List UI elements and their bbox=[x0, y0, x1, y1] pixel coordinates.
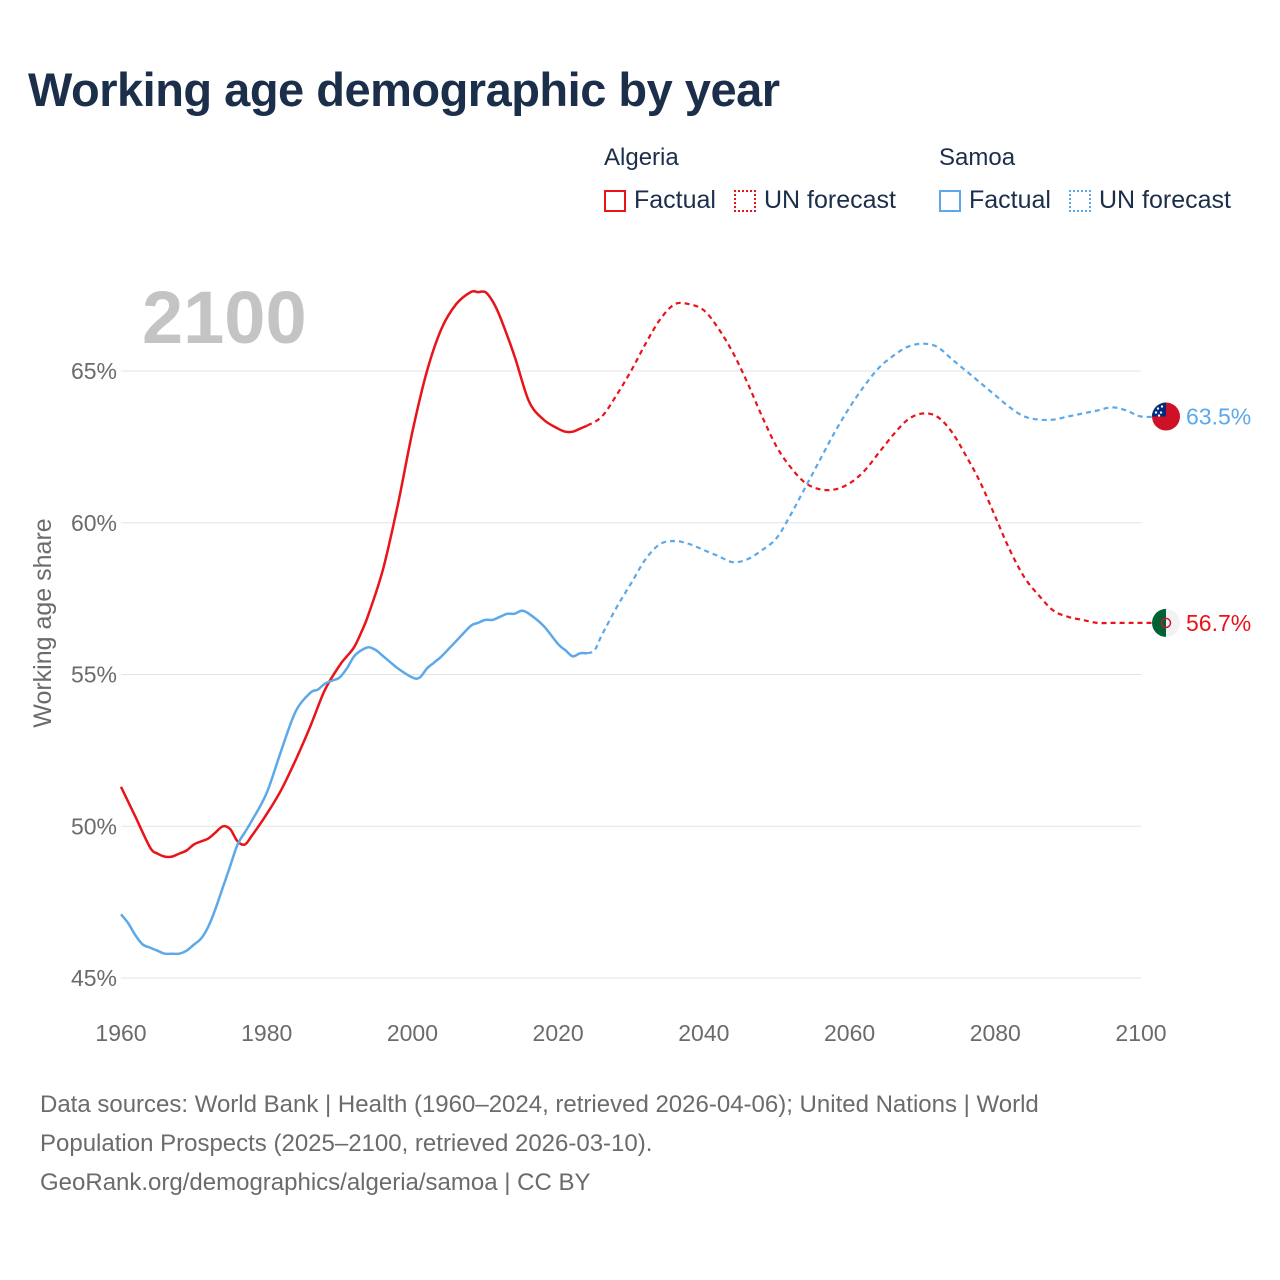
x-tick-label-1960: 1960 bbox=[95, 1020, 146, 1046]
y-axis-ticks: 45% 50% 55% 60% 65% bbox=[71, 358, 117, 991]
legend-item-samoa-forecast[interactable]: UN forecast bbox=[1068, 186, 1231, 215]
legend-swatch-samoa-forecast bbox=[1068, 189, 1091, 212]
series-samoa-factual-line bbox=[120, 609, 588, 956]
algeria-flag-icon bbox=[1152, 608, 1180, 637]
y-tick-label-45: 45% bbox=[71, 965, 117, 991]
series-samoa-forecast-line bbox=[586, 342, 1163, 655]
series-algeria-forecast-line bbox=[586, 301, 1163, 625]
series-algeria-factual-line bbox=[119, 289, 588, 859]
algeria-flag-crescent bbox=[1160, 617, 1172, 629]
legend-samoa: Samoa Factual UN forecast bbox=[939, 144, 1249, 215]
samoa-flag-star-1 bbox=[1160, 405, 1164, 408]
samoa-end-value-label: 63.5% bbox=[1186, 404, 1251, 430]
year-watermark: 2100 bbox=[142, 276, 307, 359]
legend-item-samoa-factual[interactable]: Factual bbox=[939, 186, 1051, 215]
x-tick-label-1980: 1980 bbox=[241, 1020, 292, 1046]
footer-sources-line2: Population Prospects (2025–2100, retriev… bbox=[40, 1130, 653, 1157]
y-tick-label-60: 60% bbox=[71, 510, 117, 536]
x-tick-label-2060: 2060 bbox=[824, 1020, 875, 1046]
legend-item-algeria-factual[interactable]: Factual bbox=[604, 186, 716, 215]
y-axis-label: Working age share bbox=[29, 518, 57, 727]
chart-title: Working age demographic by year bbox=[28, 63, 780, 116]
legend-algeria: Algeria Factual UN forecast bbox=[604, 144, 914, 215]
grid-lines bbox=[121, 370, 1141, 979]
x-tick-label-2100: 2100 bbox=[1115, 1020, 1166, 1046]
x-tick-label-2080: 2080 bbox=[970, 1020, 1021, 1046]
legend-label-samoa-forecast: UN forecast bbox=[1098, 186, 1231, 214]
legend-country-algeria: Algeria bbox=[604, 144, 679, 171]
legend-swatch-algeria-forecast bbox=[733, 189, 756, 212]
x-axis-ticks: 1960 1980 2000 2020 2040 2060 2080 2100 bbox=[95, 1020, 1166, 1046]
end-markers: 63.5% 56.7% bbox=[1152, 402, 1251, 637]
y-tick-label-65: 65% bbox=[71, 358, 117, 384]
algeria-end-value-label: 56.7% bbox=[1186, 610, 1251, 636]
line-chart: 2100 Working age share 45% 50% 55% 60% 65% 1… bbox=[29, 276, 1251, 1046]
legend-item-algeria-forecast[interactable]: UN forecast bbox=[733, 186, 896, 215]
legend-country-samoa: Samoa bbox=[939, 144, 1016, 171]
x-tick-label-2000: 2000 bbox=[387, 1020, 438, 1046]
samoa-flag-star-3 bbox=[1159, 411, 1163, 414]
x-tick-label-2040: 2040 bbox=[678, 1020, 729, 1046]
y-tick-label-50: 50% bbox=[71, 813, 117, 839]
legend-label-algeria-forecast: UN forecast bbox=[763, 186, 896, 214]
y-tick-label-55: 55% bbox=[71, 662, 117, 688]
footer: Data sources: World Bank | Health (1960–… bbox=[40, 1085, 1240, 1202]
series-lines bbox=[119, 289, 1163, 956]
x-tick-label-2020: 2020 bbox=[533, 1020, 584, 1046]
samoa-flag-star-4 bbox=[1157, 414, 1161, 417]
legend-swatch-samoa-factual bbox=[939, 189, 961, 212]
samoa-flag-icon bbox=[1152, 402, 1180, 431]
legend-swatch-algeria-factual bbox=[604, 189, 626, 212]
legend-label-samoa-factual: Factual bbox=[969, 186, 1051, 214]
footer-sources-line1: Data sources: World Bank | Health (1960–… bbox=[40, 1091, 1039, 1118]
algeria-flag-green-half bbox=[1152, 608, 1166, 637]
samoa-flag-star-0 bbox=[1156, 407, 1160, 410]
samoa-flag-star-2 bbox=[1154, 411, 1158, 414]
footer-attribution[interactable]: GeoRank.org/demographics/algeria/samoa |… bbox=[40, 1169, 591, 1196]
legend-label-algeria-factual: Factual bbox=[634, 186, 716, 214]
